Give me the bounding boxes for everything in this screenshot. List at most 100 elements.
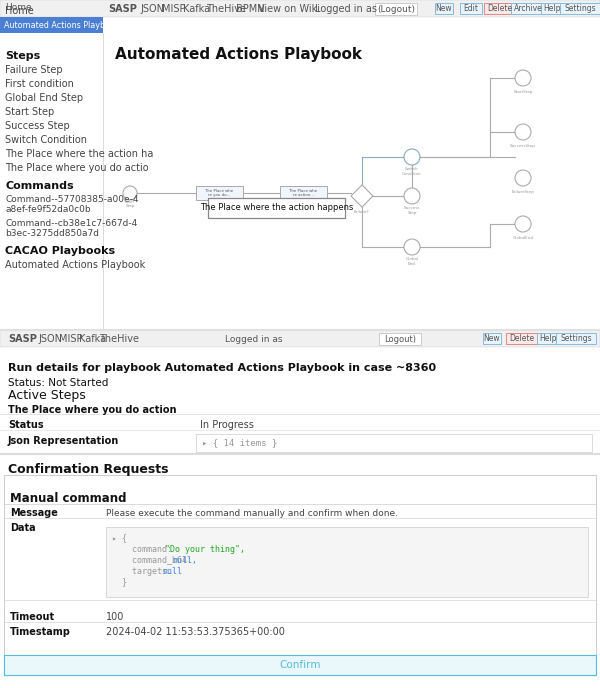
Text: Message: Message [10,508,58,518]
Text: The Place whe
re you do...: The Place whe re you do... [205,189,233,197]
Text: Json Representation: Json Representation [8,436,119,446]
Text: MISP: MISP [59,334,83,344]
Bar [0,330,600,347]
Text: Commands: Commands [5,181,74,191]
Text: JSON: JSON [140,4,164,14]
Text: Switch
Condition: Switch Condition [402,167,422,176]
Text: The Place where the action happens: The Place where the action happens [200,204,353,213]
Text: command:: command: [112,544,177,554]
Bar [106,527,588,597]
Bar [4,475,596,670]
Bar [379,333,421,345]
Bar [506,333,537,344]
Text: Settings: Settings [560,334,592,343]
Bar [511,3,547,14]
Bar [4,655,596,675]
Text: 100: 100 [106,612,124,622]
Text: Logged in as: Logged in as [225,334,283,343]
Text: Home: Home [5,6,34,16]
Bar [208,198,345,218]
Text: }: } [112,577,127,586]
Text: Timestamp: Timestamp [10,627,71,637]
Text: BPMN: BPMN [236,4,265,14]
Text: CACAO Playbooks: CACAO Playbooks [5,246,115,256]
Bar [280,186,327,200]
Bar [375,3,417,15]
Text: Automated Actions Playbook: Automated Actions Playbook [115,47,362,61]
Bar [556,333,596,344]
Circle shape [404,188,420,204]
Text: Switch Condition: Switch Condition [5,135,87,145]
Bar [196,186,243,200]
Text: a8ef-fe9f52da0c0b: a8ef-fe9f52da0c0b [5,206,91,215]
Text: Command--57708385-a00e-4: Command--57708385-a00e-4 [5,195,139,204]
Text: Confirmation Requests: Confirmation Requests [8,464,169,477]
Bar [483,333,500,344]
Bar [196,434,592,452]
Text: Kafka: Kafka [79,334,106,344]
Text: In Progress: In Progress [200,420,254,430]
Text: Command--cb38e1c7-667d-4: Command--cb38e1c7-667d-4 [5,219,137,228]
Bar [541,3,563,14]
Text: Archive: Archive [514,4,543,13]
Text: Status: Status [8,420,44,430]
Text: Timeout: Timeout [10,612,55,622]
Text: The Place where the action ha: The Place where the action ha [5,149,154,159]
Text: Active Steps: Active Steps [8,389,86,402]
Text: New: New [484,334,500,343]
Circle shape [123,186,137,200]
Text: Success
Step: Success Step [404,206,420,215]
Text: JSON: JSON [38,334,62,344]
Text: Data: Data [10,523,35,533]
Text: Steps: Steps [5,51,40,61]
Text: Success Step: Success Step [5,121,70,131]
Text: "Do your thing",: "Do your thing", [165,544,245,554]
Text: Failure Step: Failure Step [5,65,62,75]
Text: 2024-04-02 11:53:53.375365+00:00: 2024-04-02 11:53:53.375365+00:00 [106,627,285,637]
Bar [460,3,482,14]
Text: Please execute the command manually and confirm when done.: Please execute the command manually and … [106,508,398,517]
Text: Confirm: Confirm [279,660,321,670]
Text: Run details for playbook Automated Actions Playbook in case ~8360: Run details for playbook Automated Actio… [8,363,436,373]
Text: Automated Actions Playbook: Automated Actions Playbook [4,21,120,30]
Text: Global
End: Global End [406,257,419,266]
Text: b3ec-3275dd850a7d: b3ec-3275dd850a7d [5,230,99,239]
Text: ▸ { 14 items }: ▸ { 14 items } [202,438,277,447]
Text: SASP: SASP [8,334,37,344]
Text: Global End Step: Global End Step [5,93,83,103]
Text: StartStep: StartStep [513,90,533,94]
Text: Delete: Delete [509,334,534,343]
Circle shape [515,170,531,186]
Text: command_b64:: command_b64: [112,555,197,564]
Text: Manual command: Manual command [10,491,127,504]
Text: Settings: Settings [564,4,596,13]
Bar [484,3,515,14]
Text: Automated Actions Playbook: Automated Actions Playbook [5,260,145,270]
Text: Delete: Delete [487,4,512,13]
Bar [560,3,600,14]
Text: Edit: Edit [464,4,479,13]
Polygon shape [351,185,373,207]
Circle shape [515,70,531,86]
Bar [0,17,103,33]
Text: (Logout): (Logout) [377,5,415,14]
Text: GlobalEnd: GlobalEnd [512,236,533,240]
Text: View on Wiki: View on Wiki [258,4,320,14]
Text: SuccessStep: SuccessStep [510,144,536,148]
Text: TheHive: TheHive [206,4,246,14]
Text: Failure?: Failure? [354,210,370,214]
Text: First condition: First condition [5,79,74,89]
Bar [537,333,559,344]
Text: The Place where you do action: The Place where you do action [8,405,176,415]
Text: Logout): Logout) [384,334,416,343]
Text: null: null [162,566,182,575]
Text: Help: Help [543,4,561,13]
Bar [435,3,452,14]
Text: MISP: MISP [162,4,185,14]
Text: The Place where you do actio: The Place where you do actio [5,163,149,173]
Circle shape [404,239,420,255]
Text: The Place whe
re action...: The Place whe re action... [289,189,317,197]
Text: FailureStep: FailureStep [512,190,535,194]
Text: Start Step: Start Step [5,107,54,117]
Text: Status: Not Started: Status: Not Started [8,378,109,388]
